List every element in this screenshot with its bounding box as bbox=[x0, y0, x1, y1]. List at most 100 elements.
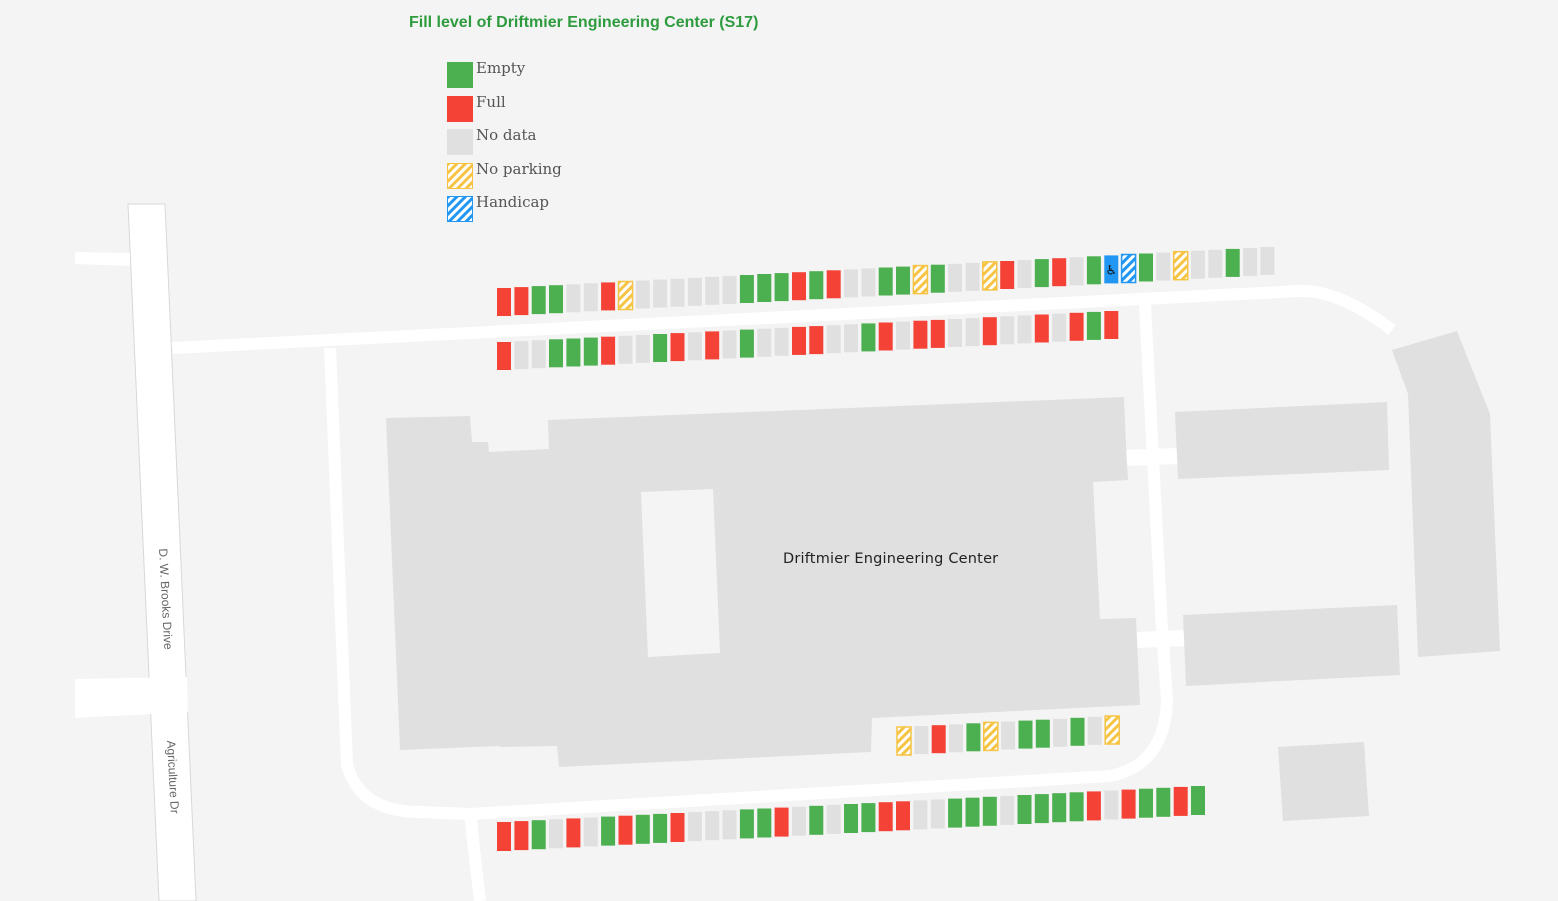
parking-spot-empty bbox=[1086, 256, 1101, 285]
parking-spot-empty bbox=[549, 285, 563, 314]
parking-spot-empty bbox=[1069, 792, 1084, 822]
parking-spot-no-data bbox=[705, 811, 720, 841]
parking-spot-no-data bbox=[792, 806, 806, 836]
parking-spot-no-parking bbox=[1172, 250, 1189, 281]
row-lower-building bbox=[896, 715, 1120, 756]
parking-spot-no-data bbox=[1087, 716, 1102, 745]
parking-spot-full bbox=[670, 333, 685, 362]
parking-spot-no-data bbox=[861, 268, 876, 297]
parking-spot-full bbox=[792, 272, 806, 301]
parking-spot-full bbox=[774, 807, 789, 837]
road-connector-upper bbox=[1125, 448, 1179, 466]
parking-spot-no-data bbox=[1053, 718, 1068, 747]
parking-spot-no-data bbox=[705, 276, 720, 305]
row-top-north: ♿ bbox=[497, 247, 1275, 316]
parking-spot-no-data bbox=[1260, 247, 1275, 275]
legend-swatch-handicap bbox=[447, 196, 473, 222]
row-bottom bbox=[497, 786, 1205, 851]
parking-spot-no-data bbox=[514, 341, 529, 370]
parking-spot-no-data bbox=[722, 275, 737, 304]
parking-spot-no-data bbox=[896, 321, 910, 350]
parking-spot-no-data bbox=[583, 283, 598, 312]
parking-spot-no-data bbox=[965, 318, 980, 347]
parking-spot-full bbox=[913, 320, 928, 349]
parking-spot-empty bbox=[948, 798, 963, 828]
legend-label-full: Full bbox=[476, 92, 506, 111]
parking-spot-full bbox=[497, 342, 511, 370]
east-building bbox=[1392, 331, 1500, 657]
parking-spot-empty bbox=[982, 796, 997, 826]
parking-spot-no-data bbox=[531, 340, 546, 369]
parking-spot-empty bbox=[739, 329, 754, 358]
roads bbox=[75, 203, 1396, 901]
parking-spot-full bbox=[1052, 258, 1067, 287]
parking-spot-full bbox=[896, 801, 910, 831]
driftmier-engineering-center-building bbox=[386, 397, 1140, 767]
parking-spot-full bbox=[1000, 261, 1015, 289]
parking-spot-no-data bbox=[826, 804, 841, 834]
buildings bbox=[386, 331, 1500, 821]
legend-swatch-full bbox=[447, 95, 473, 122]
parking-spot-no-data bbox=[757, 328, 772, 357]
parking-spot-no-data bbox=[949, 724, 963, 753]
parking-spot-full bbox=[931, 725, 946, 754]
parking-spot-full bbox=[670, 813, 685, 842]
parking-spots: ♿ bbox=[497, 247, 1275, 851]
parking-spot-empty bbox=[774, 273, 789, 302]
parking-spot-empty bbox=[1139, 788, 1153, 818]
southeast-building bbox=[1278, 742, 1369, 821]
parking-spot-no-data bbox=[635, 334, 650, 363]
parking-spot-empty bbox=[1070, 717, 1085, 746]
parking-spot-full bbox=[1121, 789, 1136, 819]
parking-spot-no-data bbox=[914, 726, 929, 755]
parking-spot-no-data bbox=[670, 278, 685, 307]
parking-spot-empty bbox=[1018, 720, 1033, 749]
parking-spot-no-data bbox=[687, 332, 702, 361]
road-connector-lower bbox=[1136, 630, 1187, 648]
parking-spot-empty bbox=[653, 813, 668, 843]
road-southwest-exit bbox=[464, 813, 486, 901]
parking-spot-empty bbox=[930, 264, 945, 293]
parking-spot-no-parking bbox=[983, 721, 999, 752]
road-south-drive bbox=[469, 629, 1174, 820]
parking-spot-empty bbox=[757, 808, 772, 838]
parking-spot-full bbox=[566, 818, 581, 848]
parking-spot-no-data bbox=[1000, 316, 1015, 345]
row-top-south bbox=[497, 311, 1119, 370]
road-east-drive bbox=[1139, 304, 1168, 631]
parking-spot-no-data bbox=[844, 324, 858, 353]
parking-spot-empty bbox=[1052, 793, 1067, 823]
building-label: Driftmier Engineering Center bbox=[783, 551, 999, 567]
parking-spot-empty bbox=[739, 809, 754, 839]
parking-spot-empty bbox=[566, 338, 581, 367]
parking-spot-no-data bbox=[826, 325, 841, 354]
parking-spot-full bbox=[792, 326, 806, 355]
parking-spot-empty bbox=[809, 805, 824, 835]
parking-spot-no-parking bbox=[896, 726, 912, 756]
parking-spot-empty bbox=[653, 334, 668, 362]
road-dw-brooks-drive bbox=[127, 203, 197, 901]
parking-spot-empty bbox=[1156, 787, 1171, 817]
road-west-loop bbox=[324, 347, 471, 820]
parking-spot-empty bbox=[1034, 794, 1049, 824]
parking-spot-empty bbox=[965, 797, 980, 827]
parking-spot-full bbox=[878, 322, 893, 351]
parking-spot-empty bbox=[1139, 253, 1153, 282]
parking-spot-no-data bbox=[566, 284, 581, 313]
annex-building-upper bbox=[1175, 402, 1389, 479]
parking-spot-no-data bbox=[549, 819, 563, 849]
parking-spot-empty bbox=[878, 267, 893, 296]
legend-label-no-data: No data bbox=[476, 126, 537, 144]
parking-spot-full bbox=[514, 821, 529, 851]
parking-spot-no-data bbox=[635, 280, 650, 309]
parking-spot-no-parking bbox=[982, 261, 998, 291]
road-west-spur-top bbox=[75, 252, 130, 266]
parking-spot-empty bbox=[1191, 786, 1205, 815]
legend-swatch-no-data bbox=[447, 129, 473, 155]
parking-spot-full bbox=[497, 288, 511, 316]
parking-spot-empty bbox=[1034, 259, 1049, 288]
parking-spot-empty bbox=[601, 816, 616, 846]
parking-spot-no-data bbox=[948, 319, 963, 347]
parking-spot-empty bbox=[1225, 248, 1240, 277]
